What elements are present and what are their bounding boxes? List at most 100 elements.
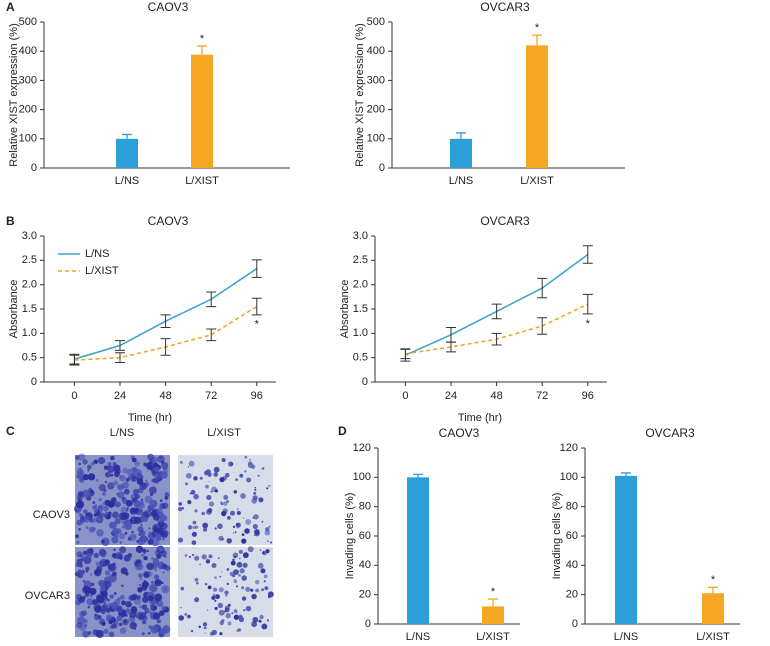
cell	[149, 499, 158, 508]
cell	[203, 626, 207, 630]
y-tick-label: 2.0	[22, 279, 37, 291]
cell	[145, 479, 148, 482]
cell	[138, 605, 142, 609]
cell	[164, 492, 170, 498]
cell	[125, 600, 132, 608]
cell	[156, 535, 162, 541]
x-tick-label: L/NS	[406, 631, 430, 643]
cell	[232, 552, 239, 559]
cell	[106, 608, 111, 613]
y-axis-label: Invading cells (%)	[344, 493, 356, 580]
cell	[156, 527, 164, 534]
cell	[107, 461, 112, 466]
chart-title: CAOV3	[148, 214, 189, 228]
cell	[104, 570, 111, 576]
cell	[98, 483, 106, 492]
cell	[82, 459, 88, 465]
cell	[118, 622, 123, 627]
cell	[219, 620, 225, 626]
cell	[83, 516, 91, 523]
cell	[107, 598, 110, 602]
cell	[161, 563, 168, 570]
cell	[123, 613, 127, 617]
cell	[189, 555, 191, 558]
cell	[254, 529, 260, 535]
cell	[246, 477, 252, 483]
cell	[82, 550, 87, 556]
error-bar	[582, 245, 593, 264]
cell	[245, 518, 252, 525]
cell	[256, 533, 258, 535]
cell	[242, 562, 248, 568]
cell	[178, 615, 185, 621]
cell	[184, 482, 188, 486]
cell	[162, 537, 165, 541]
cell	[93, 552, 99, 559]
cell	[101, 539, 105, 544]
cell	[206, 609, 209, 612]
cell	[261, 588, 265, 592]
cell	[187, 499, 192, 505]
y-tick-label: 1.5	[22, 303, 37, 315]
x-tick-label: 24	[114, 390, 126, 402]
cell	[223, 494, 229, 500]
cell	[116, 615, 123, 622]
cell	[87, 469, 90, 472]
y-tick-label: 0	[572, 618, 578, 630]
bar	[702, 593, 724, 624]
legend-label: L/NS	[85, 248, 109, 260]
cell	[214, 527, 217, 530]
error-bar	[708, 586, 718, 594]
cell	[110, 473, 114, 477]
cell	[152, 612, 161, 620]
cell	[102, 491, 107, 496]
cell	[219, 632, 223, 636]
cell	[77, 572, 84, 579]
cell	[76, 558, 83, 565]
cell	[97, 456, 106, 465]
y-tick-label: 1.5	[353, 303, 368, 315]
cell	[154, 579, 162, 587]
x-tick-label: 0	[402, 390, 408, 402]
cell	[90, 461, 95, 466]
cell	[243, 609, 246, 612]
cell	[134, 461, 141, 467]
cell	[127, 552, 133, 558]
cell	[232, 558, 235, 562]
y-tick-label: 40	[359, 559, 371, 571]
cell	[113, 471, 120, 478]
cell	[129, 611, 137, 619]
cell	[131, 595, 137, 601]
y-tick-label: 100	[353, 471, 371, 483]
cell	[85, 566, 90, 572]
cell	[146, 562, 154, 571]
cell	[85, 553, 92, 560]
y-tick-label: 20	[566, 589, 578, 601]
x-tick-label: 72	[205, 390, 217, 402]
error-bar	[251, 259, 262, 278]
cell	[141, 632, 145, 636]
cell	[188, 460, 195, 467]
y-tick-label: 200	[367, 104, 385, 116]
cell	[252, 616, 259, 623]
cell	[83, 618, 88, 624]
bar	[116, 138, 138, 168]
cell	[80, 554, 85, 560]
cell	[114, 517, 121, 525]
cell	[87, 464, 92, 470]
error-bar	[160, 338, 171, 356]
annotation: *	[255, 319, 260, 331]
cell	[230, 462, 234, 466]
y-tick-label: 100	[367, 133, 385, 145]
cell	[119, 541, 122, 544]
cell	[213, 466, 220, 473]
y-axis-label: Relative XIST expression (%)	[8, 23, 20, 166]
x-tick-label: 0	[71, 390, 77, 402]
cell	[78, 527, 81, 531]
error-bar	[206, 328, 217, 342]
cell	[78, 462, 82, 466]
cell	[143, 509, 152, 518]
cell	[220, 571, 223, 573]
y-tick-label: 500	[19, 16, 37, 28]
error-bar	[69, 354, 80, 366]
